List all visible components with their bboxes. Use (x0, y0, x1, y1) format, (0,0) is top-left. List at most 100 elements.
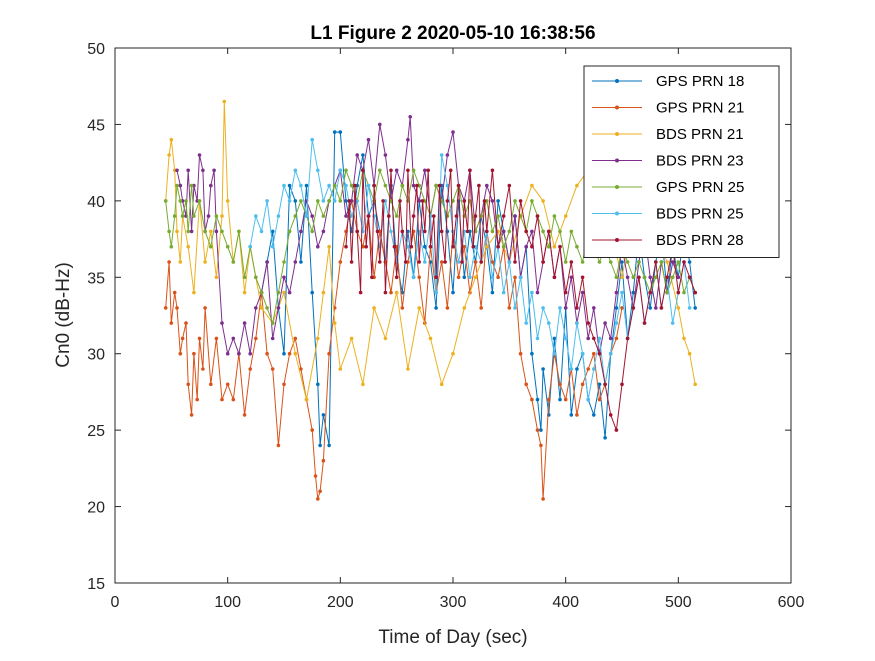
legend-item: BDS PRN 28 (592, 232, 744, 249)
data-point (563, 336, 568, 341)
data-point (378, 168, 382, 173)
data-point (214, 336, 219, 341)
data-point (445, 199, 450, 203)
legend-marker (615, 79, 619, 83)
data-point (327, 443, 331, 448)
data-point (355, 229, 360, 234)
data-point (575, 244, 579, 249)
data-point (287, 229, 292, 234)
data-point (580, 290, 585, 295)
data-point (287, 199, 292, 203)
data-point (293, 199, 298, 203)
x-tick-label: 200 (327, 594, 354, 611)
data-point (541, 260, 545, 264)
legend-label: GPS PRN 21 (656, 100, 744, 117)
series-line (165, 200, 623, 500)
data-point (451, 130, 455, 134)
legend-item: BDS PRN 21 (592, 126, 744, 143)
data-point (387, 214, 391, 218)
data-point (209, 183, 213, 188)
data-point (597, 351, 602, 356)
data-point (411, 168, 416, 173)
data-point (575, 183, 579, 188)
data-point (456, 275, 461, 280)
series-layer (163, 99, 697, 501)
data-point (465, 229, 470, 234)
data-point (580, 351, 585, 356)
data-point (237, 351, 241, 356)
data-point (513, 275, 517, 280)
data-point (642, 275, 647, 280)
data-point (558, 397, 562, 402)
data-point (541, 497, 545, 501)
data-point (313, 474, 318, 478)
data-point (513, 260, 517, 264)
data-point (327, 351, 331, 356)
legend-item: GPS PRN 25 (592, 179, 744, 196)
data-point (209, 382, 213, 387)
data-point (676, 260, 681, 264)
data-point (389, 168, 393, 173)
data-point (225, 244, 230, 249)
data-point (349, 260, 354, 264)
data-point (270, 367, 275, 371)
data-point (547, 397, 551, 402)
data-point (490, 260, 495, 264)
data-point (178, 183, 183, 188)
data-point (473, 275, 478, 280)
data-point (687, 351, 692, 356)
data-point (439, 382, 444, 387)
y-tick-label: 20 (87, 500, 105, 517)
x-tick-label: 100 (214, 594, 241, 611)
data-point (552, 336, 557, 341)
data-point (316, 199, 320, 203)
data-point (434, 183, 438, 188)
data-point (389, 290, 393, 295)
data-point (490, 275, 495, 280)
data-point (197, 199, 202, 203)
x-tick-label: 0 (111, 594, 120, 611)
data-point (282, 183, 286, 188)
axes-layer: 0 100 200 300 400 500 600 15 20 25 30 35 40 45 50 (87, 41, 804, 611)
legend-marker (615, 238, 619, 242)
data-point (163, 199, 168, 203)
data-point (485, 183, 489, 188)
data-point (366, 183, 371, 188)
data-point (631, 290, 636, 295)
data-point (201, 367, 205, 371)
y-tick-label: 30 (87, 347, 105, 364)
data-point (676, 306, 681, 310)
data-point (682, 260, 686, 264)
data-point (541, 229, 545, 234)
data-point (479, 260, 484, 264)
series-2 (163, 199, 624, 501)
data-point (197, 336, 202, 341)
data-point (445, 183, 450, 188)
data-point (175, 168, 179, 173)
data-point (318, 443, 322, 448)
data-point (366, 214, 371, 218)
data-point (614, 336, 619, 341)
legend-item: GPS PRN 21 (592, 100, 744, 117)
data-point (592, 413, 596, 417)
data-point (620, 275, 624, 280)
data-point (563, 290, 568, 295)
data-point (530, 199, 534, 203)
data-point (248, 351, 252, 356)
data-point (400, 183, 405, 188)
data-point (175, 183, 179, 188)
data-point (372, 183, 376, 188)
data-point (558, 382, 562, 387)
data-point (189, 229, 194, 234)
data-point (665, 260, 669, 264)
data-point (180, 336, 185, 341)
data-point (400, 306, 405, 310)
data-point (614, 321, 619, 325)
data-point (614, 290, 619, 295)
data-point (631, 275, 636, 280)
data-point (547, 321, 551, 325)
data-point (563, 306, 568, 310)
data-point (180, 214, 185, 218)
data-point (518, 351, 523, 356)
data-point (541, 367, 545, 371)
